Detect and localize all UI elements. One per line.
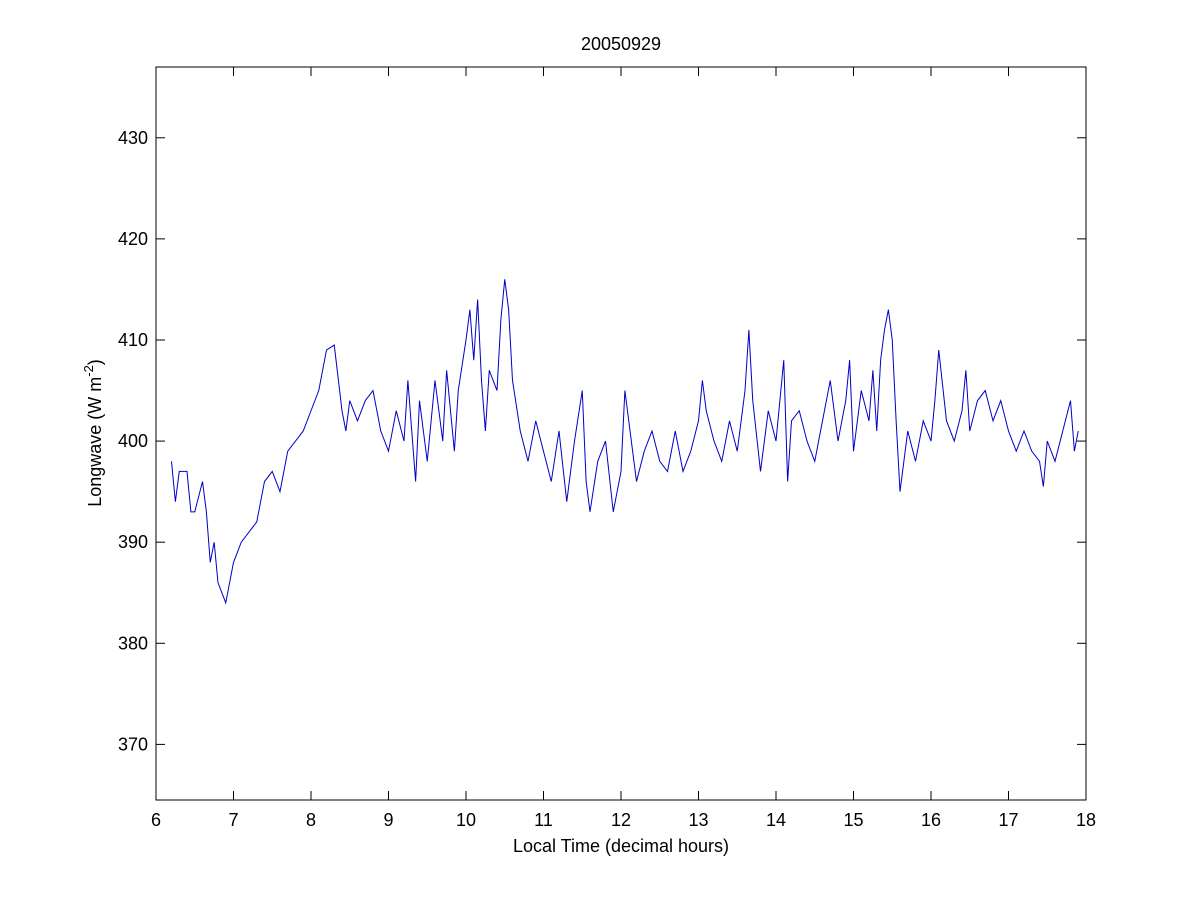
x-tick-label: 18 [1076, 810, 1096, 830]
data-line [171, 279, 1079, 605]
y-tick-label: 410 [118, 330, 148, 350]
x-tick-label: 10 [456, 810, 476, 830]
y-tick-label: 420 [118, 229, 148, 249]
y-label-superscript: -2 [81, 365, 96, 377]
y-axis-label: Longwave (W m-2) [81, 359, 105, 507]
x-tick-label: 6 [151, 810, 161, 830]
plot-frame [155, 66, 1087, 801]
x-tick-label: 14 [766, 810, 786, 830]
x-tick-label: 11 [534, 810, 553, 830]
x-tick-label: 9 [383, 810, 393, 830]
x-tick-label: 17 [998, 810, 1018, 830]
y-tick-label: 430 [118, 128, 148, 148]
x-tick-label: 15 [843, 810, 863, 830]
x-tick-label: 13 [688, 810, 708, 830]
x-axis-label: Local Time (decimal hours) [513, 836, 729, 856]
y-label-text: Longwave (W m [85, 377, 105, 507]
x-tick-label: 12 [611, 810, 631, 830]
x-tick-label: 7 [228, 810, 238, 830]
y-tick-label: 380 [118, 633, 148, 653]
x-tick-label: 16 [921, 810, 941, 830]
y-tick-label: 370 [118, 734, 148, 754]
y-tick-label: 390 [118, 532, 148, 552]
y-label-suffix: ) [85, 359, 105, 365]
y-tick-label: 400 [118, 431, 148, 451]
x-tick-label: 8 [306, 810, 316, 830]
chart-title: 20050929 [581, 34, 661, 54]
